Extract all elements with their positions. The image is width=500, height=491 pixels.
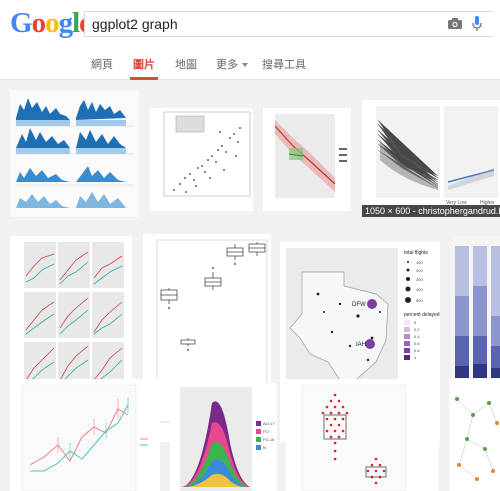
legend-value: 0.8 <box>414 348 420 353</box>
image-result[interactable] <box>449 379 500 491</box>
tab-more[interactable]: 更多 <box>216 56 248 72</box>
tab-search-tools[interactable]: 搜尋工具 <box>262 59 306 71</box>
image-result[interactable] <box>263 108 351 211</box>
image-result[interactable] <box>10 379 160 491</box>
camera-icon[interactable] <box>448 18 462 29</box>
beeswarm-plot-thumbnail <box>286 379 439 491</box>
search-input[interactable]: ggplot2 graph <box>84 11 492 37</box>
microphone-icon[interactable] <box>472 16 482 32</box>
network-graph-thumbnail <box>449 379 500 491</box>
image-result[interactable]: AO-17 FO FG-16 N <box>170 383 277 491</box>
legend-value: 500 <box>416 298 423 303</box>
header: Google ggplot2 graph <box>0 0 500 46</box>
legend-value: 300 <box>416 277 423 282</box>
image-result[interactable] <box>10 90 139 217</box>
legend-value: 1 <box>414 355 417 360</box>
regression-plot-thumbnail <box>263 108 351 211</box>
map-point-label: DFW <box>352 302 366 308</box>
tab-images[interactable]: 圖片 <box>133 59 155 71</box>
google-logo[interactable]: Google <box>10 7 92 40</box>
legend-value: 0 <box>414 320 417 325</box>
density-plot-thumbnail: AO-17 FO FG-16 N <box>170 383 277 491</box>
legend-value: FG-16 <box>263 437 275 442</box>
legend-title: total flights <box>404 250 428 256</box>
logo-letter: l <box>72 7 80 39</box>
legend-title: percent delayed <box>404 312 440 318</box>
map-point-label: IAH <box>356 342 366 348</box>
logo-letter: o <box>45 7 59 39</box>
legend-value: N <box>263 445 266 450</box>
logo-letter: G <box>10 7 33 39</box>
search-tabs: 網頁 圖片 地圖 更多 搜尋工具 <box>0 46 500 80</box>
legend-value: 100 <box>416 260 423 265</box>
legend-value: 200 <box>416 268 423 273</box>
tab-maps[interactable]: 地圖 <box>175 59 197 71</box>
legend-value: FO <box>263 429 269 434</box>
chevron-down-icon <box>242 63 248 68</box>
image-result[interactable]: Very Low Higher 1050 × 600 - christopher… <box>362 100 500 217</box>
x-tick-label: Higher <box>480 200 495 206</box>
x-tick-label: Very Low <box>446 200 467 206</box>
search-query[interactable]: ggplot2 graph <box>92 16 178 32</box>
active-tab-indicator <box>130 77 158 80</box>
image-result[interactable] <box>150 108 253 211</box>
scatter-plot-thumbnail <box>150 108 253 211</box>
logo-letter: o <box>31 7 46 39</box>
image-results-grid: Very Low Higher 1050 × 600 - christopher… <box>0 80 500 491</box>
legend-value: 400 <box>416 287 423 292</box>
image-result[interactable] <box>286 379 439 491</box>
probability-plot-thumbnail: Very Low Higher <box>362 100 500 217</box>
error-bar-line-chart-thumbnail <box>10 379 160 491</box>
tab-web[interactable]: 網頁 <box>91 59 113 71</box>
tab-more-label: 更多 <box>216 59 238 71</box>
legend-value: 0.4 <box>414 334 420 339</box>
legend-value: 0.6 <box>414 341 420 346</box>
area-chart-thumbnail <box>10 90 139 217</box>
legend-value: AO-17 <box>263 421 275 426</box>
legend-value: 0.2 <box>414 327 420 332</box>
image-dimensions-label: 1050 × 600 - christophergandrud.bl <box>362 205 500 217</box>
logo-letter: g <box>58 7 73 39</box>
